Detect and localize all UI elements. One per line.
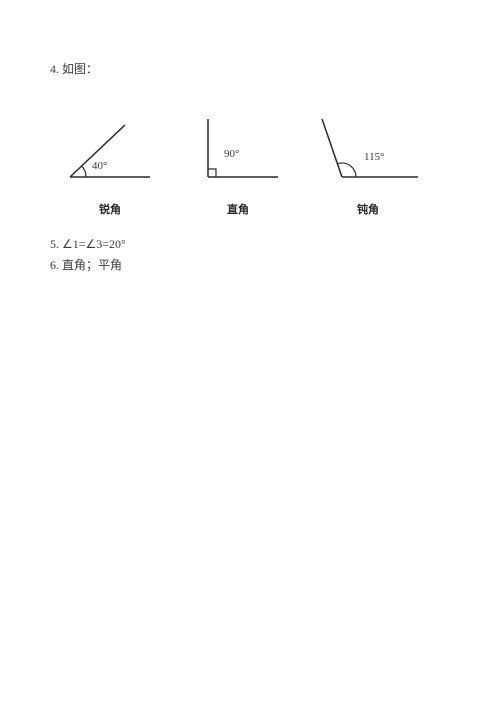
- right-caption: 直角: [168, 201, 308, 217]
- item-4-heading: 4. 如图：: [50, 60, 450, 77]
- item-5-number: 5.: [50, 237, 59, 251]
- diagram-acute: 40° 锐角: [40, 107, 180, 227]
- obtuse-ray-upper: [322, 119, 342, 177]
- item-6-text: 直角；平角: [62, 258, 122, 272]
- obtuse-caption: 钝角: [298, 201, 438, 217]
- item-6-number: 6.: [50, 258, 59, 272]
- diagram-right: 90° 直角: [168, 107, 308, 227]
- item-5: 5. ∠1=∠3=20°: [50, 237, 450, 252]
- right-angle-square: [208, 169, 216, 177]
- item-4-text: 如图：: [62, 62, 98, 76]
- obtuse-angle-label: 115°: [364, 151, 385, 163]
- acute-angle-svg: 40°: [40, 107, 180, 197]
- acute-arc: [82, 166, 86, 177]
- item-4-number: 4.: [50, 62, 59, 76]
- acute-caption: 锐角: [40, 201, 180, 217]
- page: 4. 如图： 40° 锐角 90° 直角: [0, 0, 500, 707]
- obtuse-angle-svg: 115°: [298, 107, 438, 197]
- right-angle-label: 90°: [224, 148, 239, 160]
- diagrams-row: 40° 锐角 90° 直角 115° 钝角: [50, 107, 450, 227]
- right-angle-svg: 90°: [168, 107, 308, 197]
- diagram-obtuse: 115° 钝角: [298, 107, 438, 227]
- item-5-text: ∠1=∠3=20°: [62, 237, 126, 251]
- acute-angle-label: 40°: [92, 160, 107, 172]
- item-6: 6. 直角；平角: [50, 256, 450, 273]
